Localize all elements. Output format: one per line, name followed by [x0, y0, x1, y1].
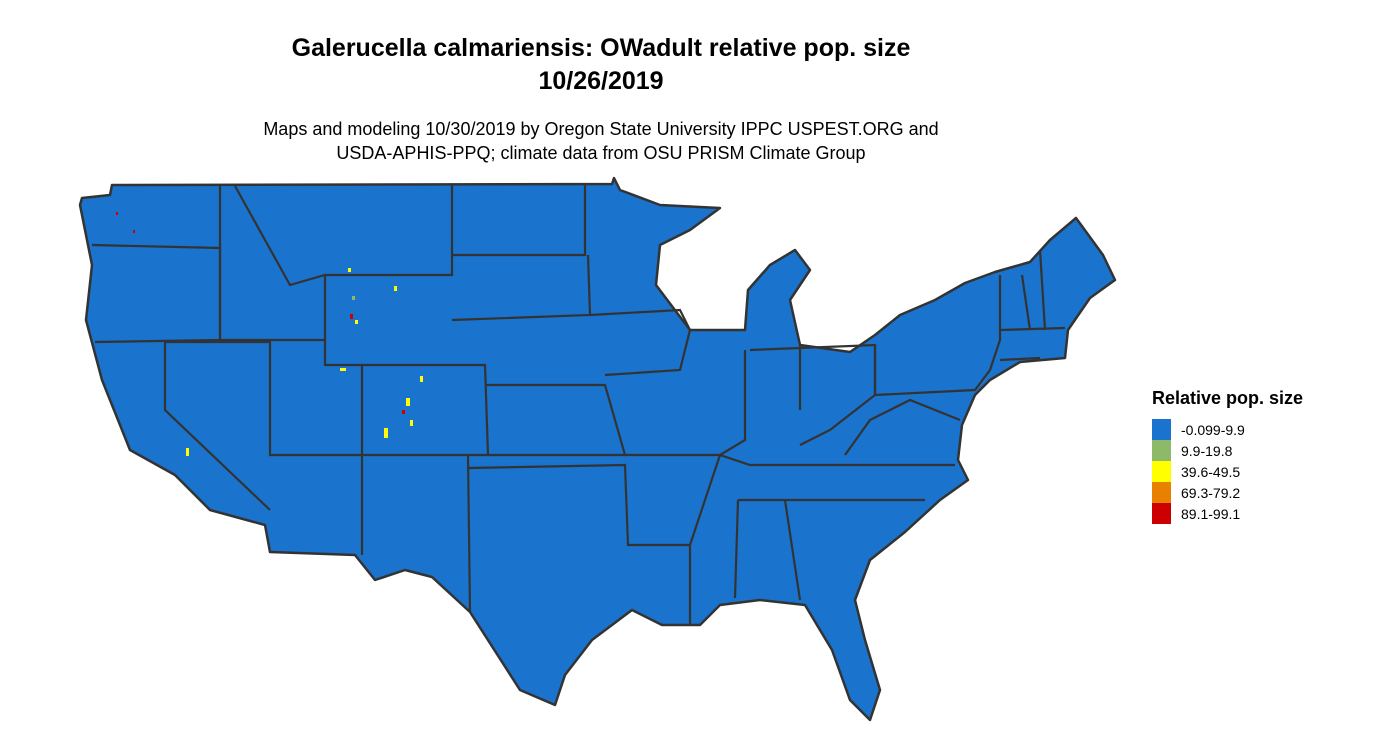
title-date: 10/26/2019 [538, 67, 664, 95]
map-subtitle: Maps and modeling 10/30/2019 by Oregon S… [0, 117, 1202, 165]
subtitle-line-1: Maps and modeling 10/30/2019 by Oregon S… [263, 119, 939, 139]
map-title: Galerucella calmariensis: OWadult relati… [0, 32, 1202, 98]
legend-item: 9.9-19.8 [1152, 440, 1303, 461]
legend-item: 89.1-99.1 [1152, 503, 1303, 524]
hotspot-pixels [116, 212, 423, 456]
legend-label: 9.9-19.8 [1181, 442, 1233, 459]
legend-label: 89.1-99.1 [1181, 505, 1241, 522]
legend-swatch [1152, 482, 1171, 503]
legend-label: 69.3-79.2 [1181, 484, 1241, 501]
title-line: Galerucella calmariensis: OWadult relati… [291, 34, 911, 62]
subtitle-line-2: USDA-APHIS-PPQ; climate data from OSU PR… [336, 143, 866, 163]
us-outline [78, 176, 1117, 722]
legend-swatch [1152, 461, 1171, 482]
legend-item: 69.3-79.2 [1152, 482, 1303, 503]
legend-swatch [1152, 440, 1171, 461]
legend: Relative pop. size -0.099-9.9 9.9-19.8 3… [1152, 388, 1303, 524]
legend-title: Relative pop. size [1152, 388, 1304, 408]
us-map [78, 176, 1117, 722]
legend-item: -0.099-9.9 [1152, 419, 1303, 440]
legend-item: 39.6-49.5 [1152, 461, 1303, 482]
legend-swatch [1152, 503, 1171, 524]
legend-label: 39.6-49.5 [1181, 463, 1241, 480]
legend-label: -0.099-9.9 [1181, 421, 1245, 438]
state-borders [91, 185, 1066, 625]
legend-swatch [1152, 419, 1171, 440]
